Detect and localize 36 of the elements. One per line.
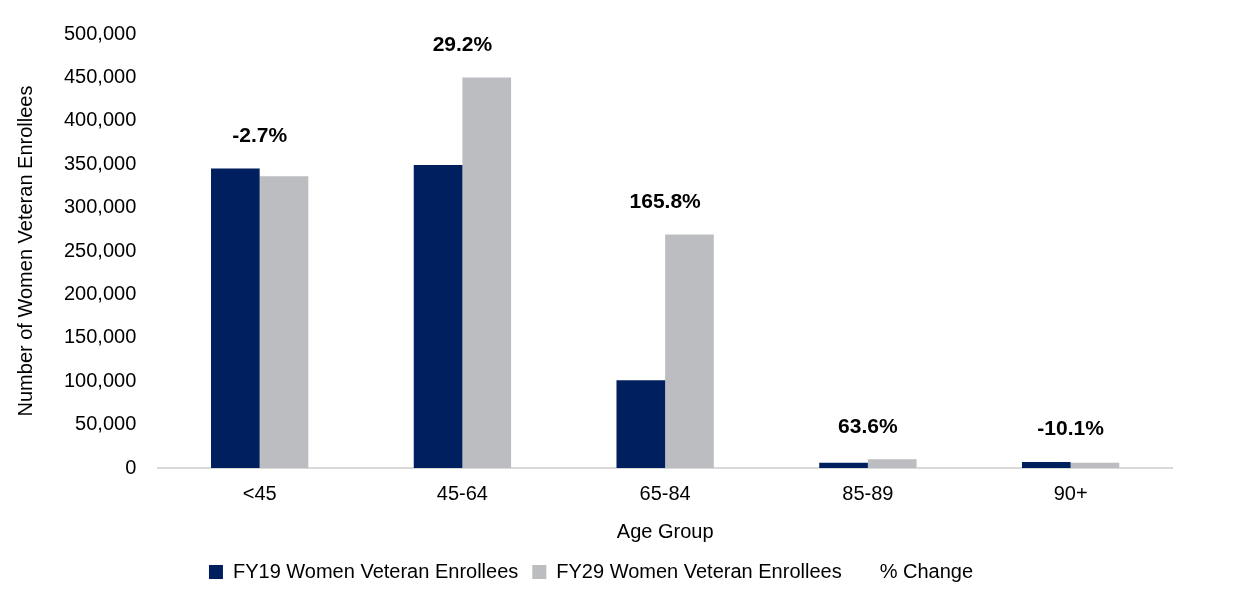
bar <box>259 176 309 468</box>
x-tick-label: 90+ <box>1053 481 1088 504</box>
annotation: -2.7% <box>232 122 288 146</box>
x-tick-label: 45-64 <box>436 481 488 504</box>
y-tick-label: 100,000 <box>64 368 137 391</box>
y-axis-title: Number of Women Veteran Enrollees <box>13 85 36 417</box>
annotation: 63.6% <box>838 413 898 437</box>
y-tick-label: 200,000 <box>64 281 137 304</box>
x-tick-label: 65-84 <box>639 481 691 504</box>
y-tick-label: 300,000 <box>64 195 137 218</box>
annotation: -10.1% <box>1037 416 1105 440</box>
bar <box>462 77 512 468</box>
bar <box>867 459 917 468</box>
text: % Change <box>879 559 974 582</box>
annotation: 165.8% <box>629 188 702 212</box>
legend-label: FY29 Women Veteran Enrollees <box>556 559 842 582</box>
x-tick-label: <45 <box>242 481 277 504</box>
y-tick-label: 400,000 <box>64 108 137 131</box>
annotation: 29.2% <box>432 31 493 55</box>
bar <box>211 168 260 468</box>
y-tick-label: 500,000 <box>64 21 137 44</box>
y-tick-label: 0 <box>125 455 137 478</box>
legend-label: FY19 Women Veteran Enrollees <box>232 559 519 582</box>
bar <box>616 380 666 468</box>
bar <box>1070 462 1120 468</box>
y-tick-label: 250,000 <box>64 238 137 261</box>
y-tick-label: 350,000 <box>64 151 137 174</box>
x-tick-label: 85-89 <box>842 481 894 504</box>
bar <box>1021 461 1071 468</box>
bar <box>665 234 714 468</box>
x-axis-title: Age Group <box>616 519 714 542</box>
y-tick-label: 150,000 <box>64 325 137 348</box>
bar <box>819 462 868 468</box>
bar <box>413 165 463 468</box>
y-tick-label: 50,000 <box>75 412 137 435</box>
y-tick-label: 450,000 <box>64 64 137 87</box>
